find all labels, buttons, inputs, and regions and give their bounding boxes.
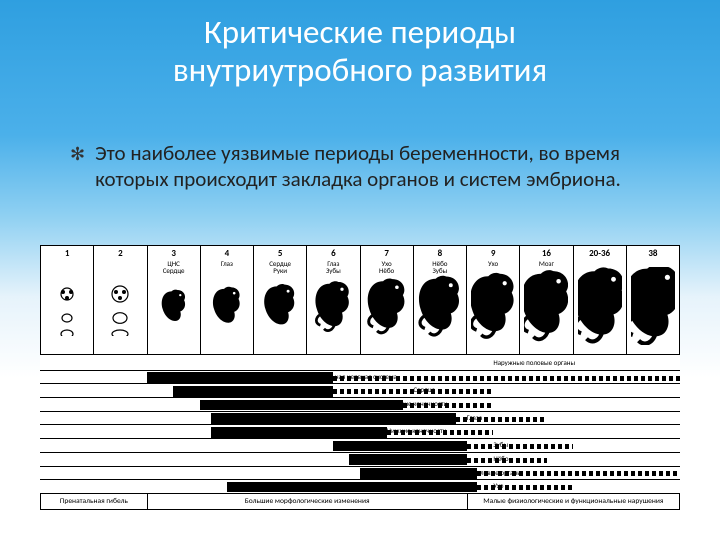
diagram-col: 7 УхоНёбо bbox=[360, 246, 413, 354]
diagram-col: 2 bbox=[93, 246, 146, 354]
gantt-row: Глаза bbox=[40, 412, 680, 426]
footer-section: Пренатальная гибель bbox=[40, 494, 147, 509]
footer-row: Пренатальная гибельБольшие морфологическ… bbox=[40, 494, 680, 510]
organ-label: НёбоЗубы bbox=[414, 260, 466, 274]
week-number: 4 bbox=[225, 246, 230, 258]
week-number: 8 bbox=[438, 246, 443, 258]
footer-section: Большие морфологические изменения bbox=[147, 494, 467, 509]
embryo-icon bbox=[41, 258, 93, 354]
week-number: 2 bbox=[118, 246, 123, 258]
gantt-row: Нижние конечности bbox=[40, 425, 680, 439]
title-line-2: внутриутробного развития bbox=[0, 52, 720, 90]
week-number: 16 bbox=[542, 246, 551, 258]
gantt-row-label: Наружные половые органы bbox=[493, 359, 575, 366]
gantt-region: Наружные половые органы Центральная нервн… bbox=[40, 357, 680, 494]
diagram-col: 1 bbox=[40, 246, 93, 354]
critical-bar-major bbox=[200, 400, 403, 411]
week-number: 5 bbox=[278, 246, 283, 258]
week-number: 7 bbox=[384, 246, 389, 258]
diagram-col: 9 Ухо bbox=[466, 246, 519, 354]
embryo-icon bbox=[627, 258, 679, 354]
diagram-col: 16 Мозг bbox=[519, 246, 572, 354]
embryo-icon bbox=[201, 258, 253, 354]
week-number: 20-36 bbox=[589, 246, 610, 258]
diagram-col: 5 СердцеРуки bbox=[253, 246, 306, 354]
organ-label: УхоНёбо bbox=[361, 260, 413, 274]
footer-section: Малые физиологические и функциональные н… bbox=[467, 494, 680, 509]
diagram-col: 8 НёбоЗубы bbox=[413, 246, 466, 354]
critical-bar-minor bbox=[456, 417, 547, 422]
organ-label: СердцеРуки bbox=[254, 260, 306, 274]
gantt-row: Нёбо bbox=[40, 453, 680, 467]
organ-label: ЦНССердце bbox=[148, 260, 200, 274]
critical-bar-minor bbox=[333, 376, 680, 381]
critical-bar-major bbox=[227, 482, 478, 493]
critical-bar-major bbox=[333, 441, 466, 452]
diagram-col: 4 Глаз bbox=[200, 246, 253, 354]
diagram-col: 6 ГлазЗубы bbox=[306, 246, 359, 354]
critical-bar-major bbox=[173, 386, 333, 397]
gantt-row: Центральная нервная система bbox=[40, 371, 680, 385]
critical-bar-major bbox=[211, 413, 456, 424]
week-number: 1 bbox=[65, 246, 70, 258]
week-number: 6 bbox=[331, 246, 336, 258]
critical-bar-minor bbox=[467, 444, 574, 449]
critical-bar-minor bbox=[477, 485, 573, 490]
slide-title: Критические периоды внутриутробного разв… bbox=[0, 0, 720, 90]
embryo-icon bbox=[574, 258, 626, 354]
diagram-col: 3 ЦНССердце bbox=[147, 246, 200, 354]
organ-label: ГлазЗубы bbox=[307, 260, 359, 274]
diagram-col: 38 bbox=[626, 246, 680, 354]
embryo-icon bbox=[520, 258, 572, 354]
star-icon: ✻ bbox=[70, 143, 85, 193]
embryo-diagram: 1 2 3 ЦНССердце 4 bbox=[40, 245, 680, 510]
bullet-item: ✻ Это наиболее уязвимые периоды беременн… bbox=[70, 140, 680, 193]
body-text: ✻ Это наиболее уязвимые периоды беременн… bbox=[70, 140, 680, 193]
gantt-row: Верхние конечности bbox=[40, 398, 680, 412]
critical-bar-major bbox=[360, 468, 477, 479]
slide: Критические периоды внутриутробного разв… bbox=[0, 0, 720, 540]
critical-bar-major bbox=[147, 372, 334, 383]
organ-label: Глаз bbox=[201, 260, 253, 267]
week-number: 9 bbox=[491, 246, 496, 258]
gantt-row: Ухо bbox=[40, 480, 680, 494]
critical-bar-major bbox=[349, 454, 466, 465]
title-line-1: Критические периоды bbox=[0, 14, 720, 52]
organ-label: Ухо bbox=[467, 260, 519, 267]
embryo-icon bbox=[94, 258, 146, 354]
critical-bar-minor bbox=[403, 403, 494, 408]
gantt-row: Сердце bbox=[40, 384, 680, 398]
critical-bar-minor bbox=[477, 471, 680, 476]
diagram-header-row: 1 2 3 ЦНССердце 4 bbox=[40, 245, 680, 355]
critical-bar-minor bbox=[467, 458, 547, 463]
body-paragraph: Это наиболее уязвимые периоды беременнос… bbox=[95, 140, 680, 193]
gantt-row: Зубы bbox=[40, 439, 680, 453]
diagram-col: 20-36 bbox=[573, 246, 626, 354]
week-number: 3 bbox=[171, 246, 176, 258]
week-number: 38 bbox=[648, 246, 657, 258]
gantt-row: Наружные половые органы bbox=[40, 357, 680, 371]
gantt-row: Наружные половые органы bbox=[40, 467, 680, 481]
embryo-icon bbox=[467, 258, 519, 354]
critical-bar-major bbox=[211, 427, 387, 438]
organ-label: Мозг bbox=[520, 260, 572, 267]
critical-bar-minor bbox=[387, 430, 494, 435]
critical-bar-minor bbox=[333, 389, 493, 394]
